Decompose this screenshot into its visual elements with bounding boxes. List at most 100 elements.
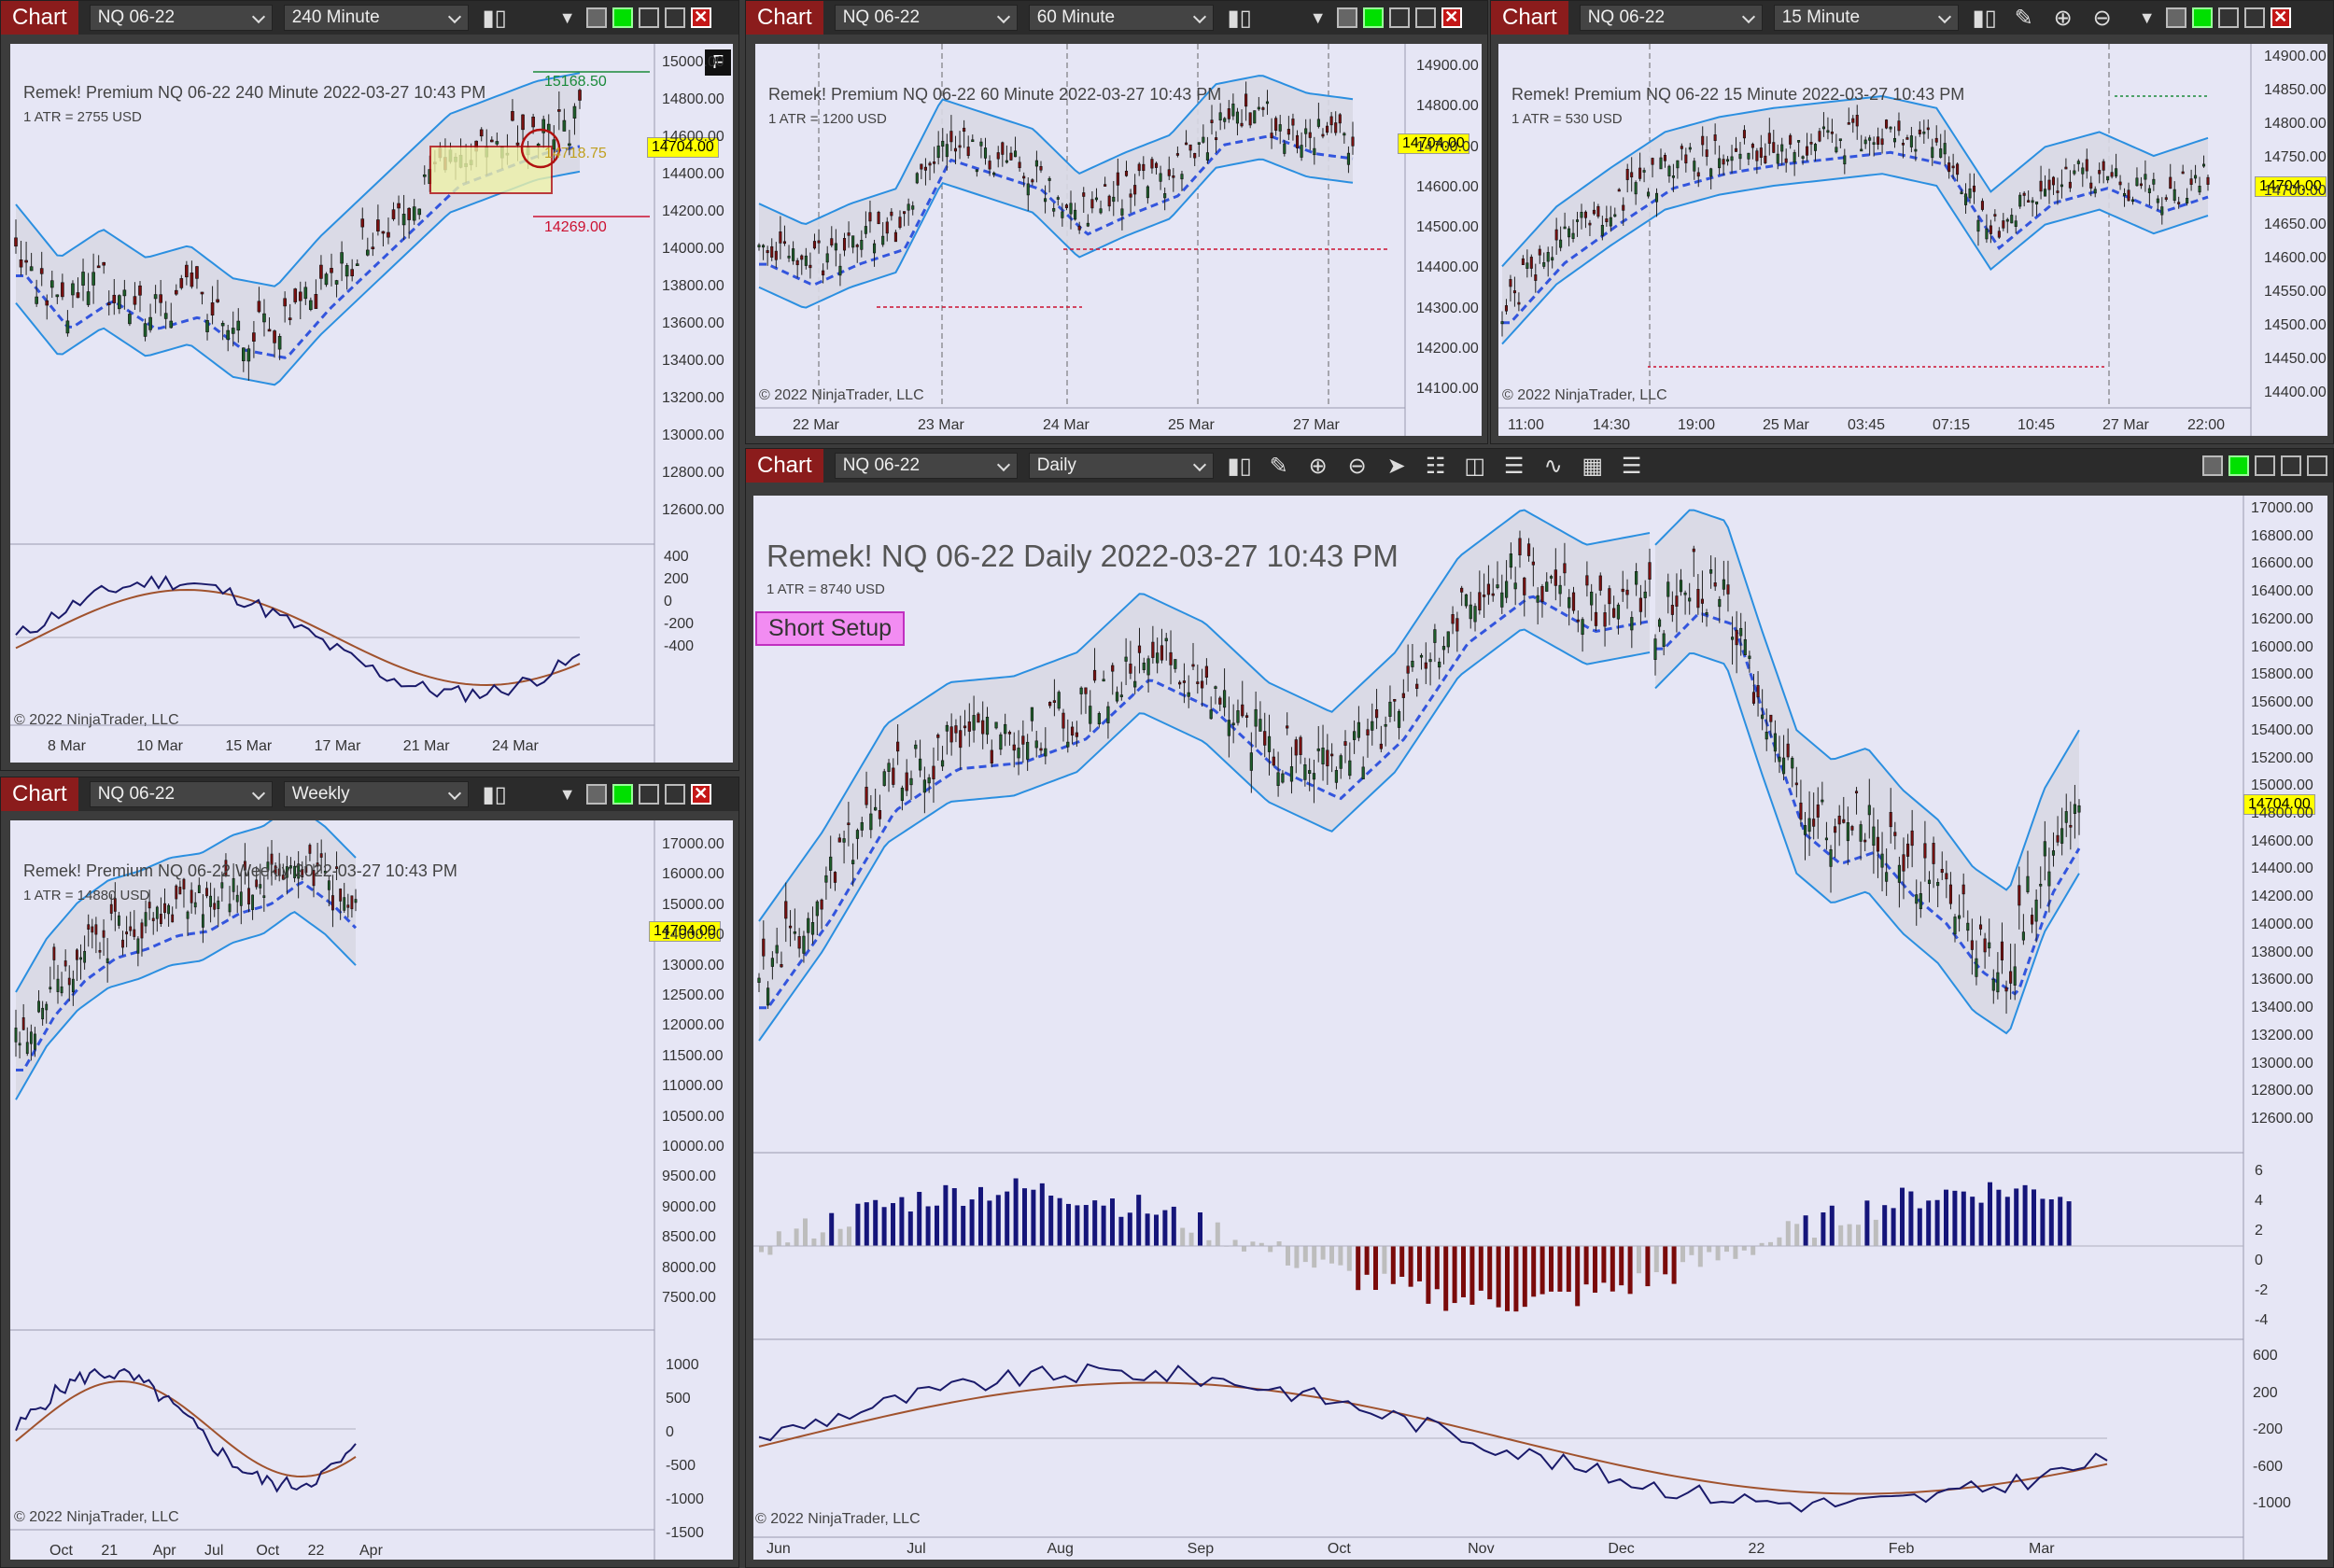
interval-dropdown[interactable]: 240 Minute (283, 5, 469, 31)
zoom-out-icon[interactable]: ⊖ (2092, 5, 2112, 31)
maximize-button[interactable] (664, 784, 685, 805)
candle-body (289, 865, 292, 869)
candle-body (829, 856, 833, 871)
maximize-button[interactable] (2243, 7, 2265, 28)
bar-type-icon[interactable]: ▮▯ (1972, 5, 1997, 31)
price-chart[interactable] (755, 44, 1482, 436)
drawing-tool-icon[interactable]: ✎ (1269, 453, 1288, 479)
interval-dropdown[interactable]: Weekly (283, 781, 469, 807)
candle-body (1850, 826, 1854, 831)
candle-body (1348, 760, 1352, 777)
candle-body (909, 777, 913, 786)
properties-icon[interactable]: ☰ (1503, 453, 1525, 479)
candle-body (293, 288, 298, 302)
close-button[interactable]: ✕ (690, 784, 711, 805)
minimize-button[interactable] (1388, 7, 1410, 28)
maximize-button[interactable] (2281, 455, 2301, 476)
candle-body (301, 869, 304, 877)
price-panel[interactable]: Remek! Premium NQ 06-22 15 Minute 2022-0… (1498, 44, 2327, 436)
candle-body (19, 259, 23, 268)
candle-body (872, 243, 877, 254)
bar-type-icon[interactable]: ▮▯ (482, 781, 507, 807)
bar-spacing-icon[interactable]: ◫ (1464, 453, 1486, 479)
candle-body (293, 865, 296, 878)
candle-body (133, 296, 137, 305)
close-button[interactable]: ✕ (690, 7, 711, 28)
candle-body (489, 139, 494, 143)
price-chart[interactable] (753, 496, 2327, 1560)
price-chart[interactable] (10, 820, 733, 1560)
candle-body (837, 837, 841, 843)
window-status-button[interactable] (1362, 7, 1384, 28)
strategies-icon[interactable]: ▦ (1582, 453, 1604, 479)
pointer-icon[interactable]: ➤ (1386, 453, 1406, 479)
price-chart[interactable] (1498, 44, 2327, 436)
candle-body (1175, 153, 1179, 156)
dropdown-arrow-icon[interactable]: ▼ (2138, 7, 2156, 27)
candle-body (927, 777, 931, 784)
minimize-button[interactable] (638, 784, 659, 805)
candle-body (1313, 147, 1316, 156)
dropdown-arrow-icon[interactable]: ▼ (1309, 7, 1327, 27)
histogram-axis-tick: 2 (2255, 1223, 2263, 1239)
data-box-icon[interactable]: ☷ (1425, 453, 1446, 479)
instrument-dropdown[interactable]: NQ 06-22 (834, 5, 1018, 31)
candle-body (1892, 137, 1897, 143)
window-link-button[interactable] (2202, 455, 2223, 476)
window-link-button[interactable] (585, 7, 607, 28)
indicators-icon[interactable]: ∿ (1543, 453, 1563, 479)
close-button[interactable] (2307, 455, 2327, 476)
zoom-in-icon[interactable]: ⊕ (2053, 5, 2073, 31)
close-button[interactable]: ✕ (2270, 7, 2291, 28)
window-status-button[interactable] (612, 784, 633, 805)
zoom-in-icon[interactable]: ⊕ (1308, 453, 1328, 479)
candle-body (1854, 791, 1859, 794)
interval-dropdown[interactable]: Daily (1028, 453, 1214, 479)
window-status-button[interactable] (612, 7, 633, 28)
short-setup-button[interactable]: Short Setup (755, 611, 906, 646)
interval-dropdown[interactable]: 60 Minute (1028, 5, 1214, 31)
window-status-button[interactable] (2191, 7, 2213, 28)
flatten-button[interactable]: F (705, 49, 731, 76)
minimize-button[interactable] (2255, 455, 2275, 476)
bar-type-icon[interactable]: ▮▯ (1227, 5, 1252, 31)
time-axis-tick-label: Mar (2029, 1541, 2055, 1557)
zoom-out-icon[interactable]: ⊖ (1347, 453, 1367, 479)
price-chart[interactable] (10, 44, 733, 763)
window-link-button[interactable] (1336, 7, 1357, 28)
oscillator-axis-tick: -1000 (2253, 1495, 2291, 1511)
close-button[interactable]: ✕ (1441, 7, 1462, 28)
bar-type-icon[interactable]: ▮▯ (1227, 453, 1252, 479)
minimize-button[interactable] (2217, 7, 2239, 28)
price-panel[interactable]: Remek! Premium NQ 06-22 60 Minute 2022-0… (755, 44, 1482, 436)
window-link-button[interactable] (585, 784, 607, 805)
dropdown-arrow-icon[interactable]: ▼ (558, 7, 576, 27)
time-axis-tick-label: 27 Mar (1293, 417, 1340, 433)
interval-dropdown[interactable]: 15 Minute (1773, 5, 1959, 31)
candle-body (1859, 824, 1863, 842)
chart-trader-icon[interactable]: ☰ (1621, 453, 1642, 479)
price-panel[interactable]: Remek! Premium NQ 06-22 Weekly 2022-03-2… (10, 820, 733, 1560)
maximize-button[interactable] (1414, 7, 1436, 28)
instrument-dropdown[interactable]: NQ 06-22 (89, 781, 273, 807)
instrument-dropdown[interactable]: NQ 06-22 (1579, 5, 1763, 31)
candle-body (1976, 219, 1980, 232)
dropdown-arrow-icon[interactable]: ▼ (558, 784, 576, 804)
candle-body (1030, 707, 1034, 721)
drawing-tool-icon[interactable]: ✎ (2014, 5, 2033, 31)
candle-body (1013, 150, 1018, 158)
instrument-dropdown[interactable]: NQ 06-22 (89, 5, 273, 31)
window-link-button[interactable] (2165, 7, 2186, 28)
price-panel[interactable]: Remek! NQ 06-22 Daily 2022-03-27 10:43 P… (753, 496, 2327, 1560)
price-panel[interactable]: Remek! Premium NQ 06-22 240 Minute 2022-… (10, 44, 733, 763)
maximize-button[interactable] (664, 7, 685, 28)
minimize-button[interactable] (638, 7, 659, 28)
candle-body (216, 299, 219, 302)
candle-body (800, 255, 804, 260)
price-axis-tick: 14400.00 (1416, 259, 1479, 276)
candle-body (941, 140, 945, 147)
window-status-button[interactable] (2229, 455, 2249, 476)
price-axis-tick: 13000.00 (662, 427, 724, 443)
bar-type-icon[interactable]: ▮▯ (482, 5, 507, 31)
instrument-dropdown[interactable]: NQ 06-22 (834, 453, 1018, 479)
